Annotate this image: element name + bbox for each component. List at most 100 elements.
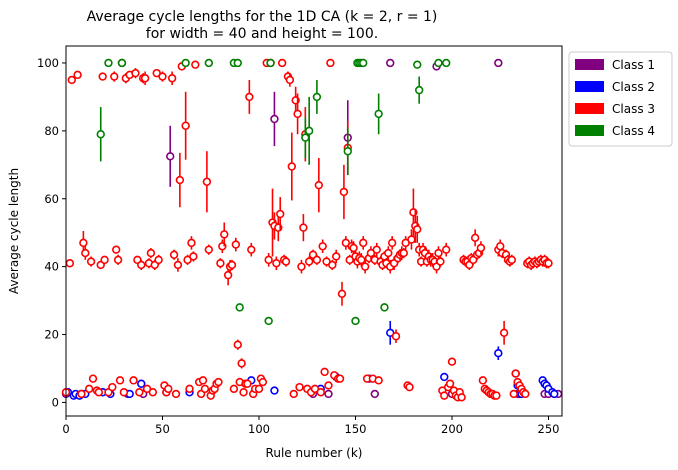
data-point — [399, 248, 408, 258]
legend-label: Class 1 — [612, 58, 655, 72]
data-point — [295, 382, 304, 392]
data-point — [65, 259, 75, 268]
data-point — [351, 316, 360, 326]
data-point — [187, 238, 196, 248]
data-point — [359, 238, 368, 248]
data-point — [413, 60, 422, 69]
data-point — [245, 92, 254, 102]
data-point — [349, 243, 358, 253]
data-point — [316, 388, 325, 397]
data-point — [171, 389, 181, 399]
data-point — [328, 260, 337, 270]
data-point — [521, 389, 530, 399]
data-point — [198, 376, 208, 385]
legend-box — [568, 51, 673, 147]
data-point — [320, 367, 329, 377]
data-point — [264, 316, 273, 326]
data-point — [79, 238, 88, 248]
data-point — [96, 130, 105, 139]
data-point — [326, 58, 335, 68]
series-4 — [96, 58, 451, 326]
legend-swatch — [575, 59, 604, 70]
data-point — [445, 379, 455, 388]
data-point — [84, 384, 94, 394]
plot-area — [61, 58, 563, 402]
x-tick-label: 0 — [62, 422, 69, 436]
data-point — [216, 259, 225, 268]
data-point — [135, 388, 144, 397]
data-point — [507, 255, 517, 265]
data-point — [104, 58, 113, 68]
data-point — [357, 255, 366, 265]
legend: Class 1 Class 2 Class 3 Class 4 — [568, 51, 673, 147]
data-point — [86, 257, 96, 266]
data-point — [235, 303, 244, 312]
data-point — [73, 70, 82, 80]
x-axis-label: Rule number (k) — [266, 446, 363, 460]
data-point — [436, 257, 445, 266]
data-point — [299, 223, 308, 232]
legend-label: Class 4 — [612, 124, 655, 138]
data-point — [111, 245, 121, 254]
data-point — [413, 225, 422, 234]
data-point — [233, 58, 242, 68]
data-point — [191, 60, 200, 69]
data-point — [169, 250, 179, 259]
data-point — [440, 372, 449, 382]
data-point — [237, 359, 246, 368]
data-point — [166, 152, 175, 161]
data-point — [94, 388, 104, 397]
series-1 — [61, 58, 563, 399]
y-tick-label: 40 — [44, 260, 59, 274]
x-tick-label: 200 — [441, 422, 463, 436]
data-point — [384, 248, 393, 258]
data-point — [181, 121, 190, 130]
data-point — [470, 233, 480, 242]
data-point — [115, 376, 125, 385]
x-tick-label: 250 — [538, 422, 560, 436]
data-point — [457, 393, 466, 402]
data-point — [492, 391, 501, 400]
data-point — [289, 389, 298, 399]
data-point — [324, 389, 333, 399]
data-point — [110, 72, 119, 81]
data-point — [189, 252, 198, 261]
data-point — [476, 243, 486, 253]
data-point — [414, 85, 424, 95]
data-point — [343, 147, 352, 156]
data-point — [478, 376, 488, 385]
x-axis: 0 50 100 150 200 250 — [62, 416, 559, 436]
data-point — [137, 379, 146, 388]
legend-swatch — [575, 81, 604, 92]
data-point — [113, 255, 123, 265]
data-point — [285, 75, 295, 85]
data-point — [407, 235, 416, 244]
legend-swatch — [575, 125, 604, 136]
data-point — [154, 255, 163, 265]
data-point — [312, 92, 322, 102]
data-point — [281, 257, 291, 266]
data-point — [494, 58, 503, 68]
data-point — [304, 126, 314, 136]
data-point — [200, 384, 210, 394]
data-point — [146, 248, 156, 258]
chart-title-line-1: Average cycle lengths for the 1D CA (k =… — [87, 9, 438, 25]
data-point — [140, 74, 150, 83]
data-point — [442, 245, 451, 254]
data-point — [494, 349, 503, 358]
data-point — [231, 240, 241, 249]
data-point — [117, 58, 127, 68]
data-point — [266, 58, 275, 68]
data-point — [509, 389, 518, 399]
series-3 — [61, 58, 553, 402]
data-point — [359, 58, 368, 68]
y-tick-label: 0 — [52, 395, 59, 409]
data-point — [297, 262, 306, 271]
data-point — [374, 376, 383, 385]
data-point — [304, 257, 314, 266]
y-axis-label: Average cycle length — [7, 168, 21, 294]
data-point — [270, 386, 279, 395]
data-point — [164, 384, 173, 394]
data-point — [339, 187, 349, 197]
